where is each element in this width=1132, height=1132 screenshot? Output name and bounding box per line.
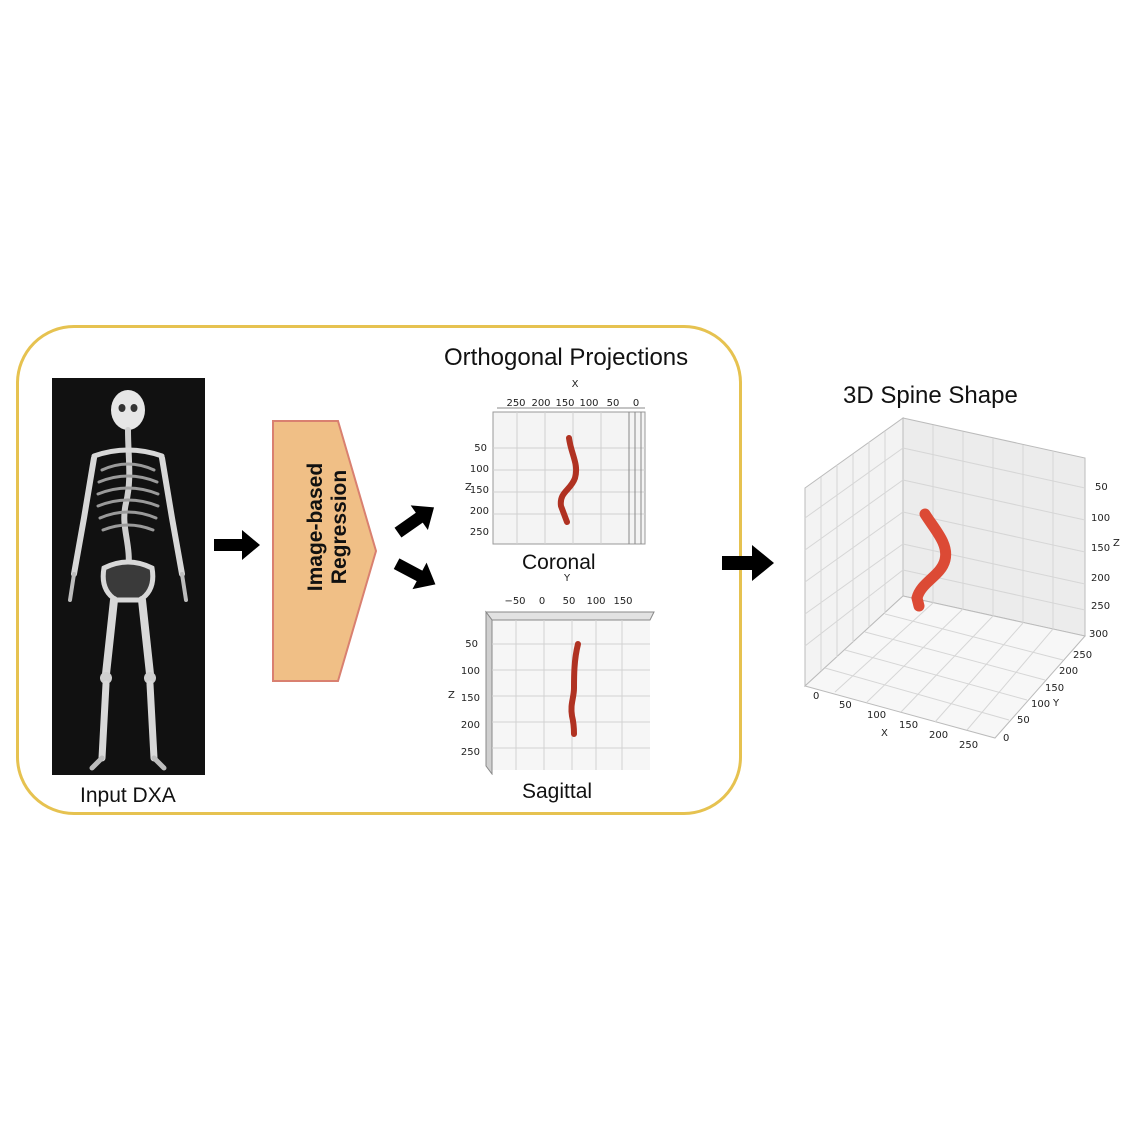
sagittal-y-axis-label: Y <box>563 573 571 584</box>
spine-3d-z-tick: 300 <box>1089 629 1108 640</box>
spine-3d-title: 3D Spine Shape <box>843 382 1018 409</box>
dxa-image <box>52 378 205 775</box>
spine-3d-curve <box>911 508 952 612</box>
spine-3d-z-tick: 50 <box>1095 482 1108 493</box>
spine-3d-y-tick: 100 <box>1031 699 1050 710</box>
spine-3d-z-tick: 100 <box>1091 513 1110 524</box>
spine-3d-z-tick: 200 <box>1091 573 1110 584</box>
coronal-x-tick: 150 <box>555 398 574 409</box>
spine-3d-y-tick: 250 <box>1073 650 1092 661</box>
spine-3d-y-tick: 150 <box>1045 683 1064 694</box>
coronal-label: Coronal <box>522 551 596 574</box>
sagittal-spine-curve <box>568 641 581 737</box>
spine-3d-x-tick: 100 <box>867 710 886 721</box>
sagittal-plot: Y −50 0 50 100 150 50 100 150 200 250 Z <box>448 573 655 775</box>
arrow-icon <box>722 545 774 581</box>
coronal-z-tick: 50 <box>474 443 487 454</box>
sagittal-y-tick: −50 <box>504 596 525 607</box>
regression-label-line2: Regression <box>328 469 351 585</box>
sagittal-z-tick: 150 <box>461 693 480 704</box>
coronal-z-tick: 250 <box>470 527 489 538</box>
spine-3d-x-axis-label: X <box>881 728 888 739</box>
coronal-x-tick: 100 <box>579 398 598 409</box>
spine-3d-y-tick: 50 <box>1017 715 1030 726</box>
input-dxa-label: Input DXA <box>80 784 176 807</box>
coronal-plot: X 250 200 150 100 50 0 50 100 150 200 25… <box>465 379 646 545</box>
sagittal-z-tick: 50 <box>465 639 478 650</box>
spine-3d-y-axis-label: Y <box>1052 698 1060 709</box>
sagittal-y-tick: 150 <box>613 596 632 607</box>
sagittal-z-tick: 100 <box>461 666 480 677</box>
spine-3d-x-tick: 200 <box>929 730 948 741</box>
spine-3d-z-axis-label: Z <box>1113 538 1120 549</box>
spine-3d-z-tick: 150 <box>1091 543 1110 554</box>
sagittal-y-tick: 0 <box>539 596 545 607</box>
skeleton-illustration <box>68 390 188 771</box>
sagittal-label: Sagittal <box>522 780 593 803</box>
coronal-x-tick: 200 <box>531 398 550 409</box>
coronal-x-axis-label: X <box>572 379 579 390</box>
split-arrows <box>393 505 436 590</box>
arrow-icon <box>214 530 260 560</box>
spine-3d-y-tick: 200 <box>1059 666 1078 677</box>
arrow-down-right-icon <box>393 558 436 590</box>
spine-3d-plot: 50 100 150 200 250 300 Z 250 200 150 100… <box>803 417 1120 751</box>
spine-3d-x-tick: 250 <box>959 740 978 751</box>
regression-label-line1: Image-based <box>304 462 327 592</box>
coronal-z-tick: 100 <box>470 464 489 475</box>
coronal-z-tick: 200 <box>470 506 489 517</box>
sagittal-z-tick: 200 <box>461 720 480 731</box>
regression-label: Image-based Regression <box>304 427 352 627</box>
regression-block <box>272 420 378 682</box>
coronal-z-tick: 150 <box>470 485 489 496</box>
coronal-x-tick: 250 <box>506 398 525 409</box>
spine-3d-y-tick: 0 <box>1003 733 1009 744</box>
coronal-x-tick: 0 <box>633 398 639 409</box>
sagittal-z-tick: 250 <box>461 747 480 758</box>
sagittal-y-tick: 50 <box>563 596 576 607</box>
spine-3d-x-tick: 0 <box>813 691 819 702</box>
spine-3d-x-tick: 150 <box>899 720 918 731</box>
spine-3d-x-tick: 50 <box>839 700 852 711</box>
arrow-up-right-icon <box>394 505 435 538</box>
sagittal-y-tick: 100 <box>586 596 605 607</box>
projections-title: Orthogonal Projections <box>444 344 689 371</box>
sagittal-z-axis-label: Z <box>448 690 455 701</box>
coronal-spine-curve <box>557 435 580 525</box>
coronal-x-tick: 50 <box>607 398 620 409</box>
coronal-z-axis-label: Z <box>465 482 472 493</box>
spine-3d-z-tick: 250 <box>1091 601 1110 612</box>
